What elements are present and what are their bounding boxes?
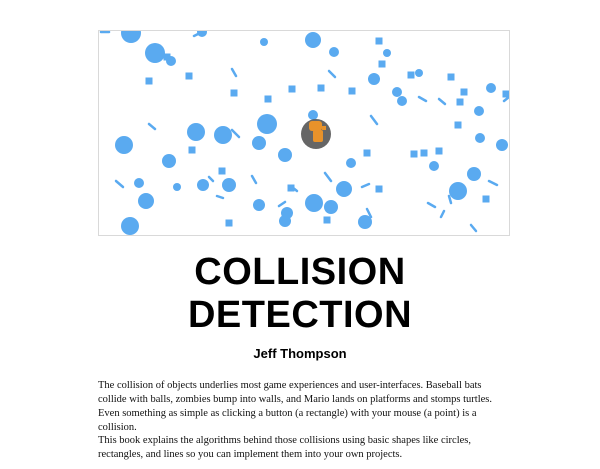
box [435, 147, 443, 155]
ball [278, 148, 292, 162]
ball [222, 178, 236, 192]
line-segment [360, 182, 371, 189]
line-segment [192, 31, 204, 38]
box [378, 60, 386, 68]
line-segment [447, 194, 453, 205]
ball [429, 161, 439, 171]
line-segment [327, 69, 337, 79]
ball [121, 217, 139, 235]
title-line-1: COLLISION [194, 251, 406, 293]
ball [329, 47, 339, 57]
line-segment [277, 200, 287, 208]
ball [415, 69, 423, 77]
box [454, 121, 462, 129]
ball [449, 182, 467, 200]
ball [324, 200, 338, 214]
ball [145, 43, 165, 63]
ball [197, 179, 209, 191]
box [145, 77, 153, 85]
line-segment [426, 201, 437, 209]
ball [486, 83, 496, 93]
author-name: Jeff Thompson [253, 346, 347, 361]
line-segment [250, 174, 258, 185]
ball [252, 136, 266, 150]
ball [336, 181, 352, 197]
ball [257, 114, 277, 134]
box [188, 146, 196, 154]
line-segment [502, 95, 509, 103]
cover-illustration [98, 30, 510, 236]
box [230, 89, 238, 97]
line-segment [487, 179, 499, 187]
ball [279, 215, 291, 227]
ball [308, 110, 318, 120]
line-segment [417, 95, 428, 103]
box [163, 53, 171, 61]
line-segment [207, 175, 215, 183]
line-segment [230, 67, 238, 78]
ball [115, 136, 133, 154]
ball [346, 158, 356, 168]
intro-paragraph-2: This book explains the algorithms behind… [98, 435, 471, 460]
ball [397, 96, 407, 106]
line-segment [114, 179, 125, 189]
line-segment [469, 223, 478, 233]
ball [214, 126, 232, 144]
box [460, 88, 468, 96]
ball [138, 193, 154, 209]
ball [467, 167, 481, 181]
box [185, 72, 193, 80]
book-title: COLLISION DETECTION [0, 251, 600, 337]
box [502, 90, 509, 98]
box [363, 149, 371, 157]
line-segment [365, 207, 373, 219]
box [375, 37, 383, 45]
box [323, 216, 331, 224]
line-segment [290, 185, 299, 193]
box [317, 84, 325, 92]
line-segment [147, 122, 157, 131]
ball [305, 194, 323, 212]
box [447, 73, 455, 81]
box [288, 85, 296, 93]
box [218, 167, 226, 175]
ball [187, 123, 205, 141]
ball [496, 139, 508, 151]
ball [260, 38, 268, 46]
ball [173, 183, 181, 191]
line-segment [439, 209, 446, 219]
intro-paragraph-1: The collision of objects underlies most … [98, 380, 492, 433]
ball [121, 31, 141, 43]
ball [162, 154, 176, 168]
line-segment [215, 194, 225, 200]
ball [368, 73, 380, 85]
ball [253, 199, 265, 211]
box [456, 98, 464, 106]
box [420, 149, 428, 157]
box [225, 219, 233, 227]
box [410, 150, 418, 158]
ball [475, 133, 485, 143]
box [482, 195, 490, 203]
line-segment [230, 128, 241, 139]
line-segment [323, 171, 333, 183]
player-icon [309, 121, 326, 142]
box [287, 184, 295, 192]
ball [358, 215, 372, 229]
box [375, 185, 383, 193]
ball [383, 49, 391, 57]
ball [392, 87, 402, 97]
box [407, 71, 415, 79]
ball [305, 32, 321, 48]
collision-shapes-graphic [99, 31, 509, 235]
box [264, 95, 272, 103]
line-segment [369, 114, 379, 126]
line-segment [437, 97, 447, 106]
ball [474, 106, 484, 116]
title-line-2: DETECTION [187, 294, 413, 336]
ball [134, 178, 144, 188]
box [348, 87, 356, 95]
